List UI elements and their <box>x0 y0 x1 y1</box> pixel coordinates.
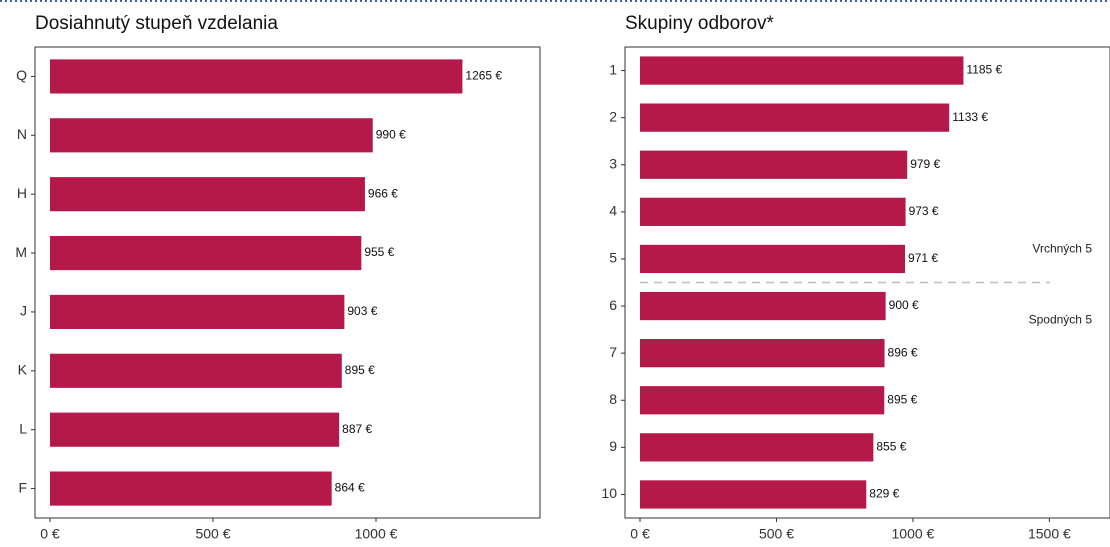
y-tick-label: 10 <box>601 485 617 501</box>
bar <box>49 471 332 506</box>
chart-title: Dosiahnutý stupeň vzdelania <box>35 13 278 34</box>
y-tick-label: 9 <box>609 438 617 454</box>
y-tick-label: H <box>17 185 27 201</box>
bar <box>640 386 885 415</box>
y-tick-label: K <box>18 362 28 378</box>
bar <box>49 59 463 94</box>
x-tick-label: 1500 € <box>1028 526 1071 542</box>
value-label: 973 € <box>909 204 939 218</box>
chart-title: Skupiny odborov* <box>625 13 775 34</box>
bar <box>49 118 373 153</box>
y-tick-label: 8 <box>609 391 617 407</box>
value-label: 990 € <box>376 127 406 141</box>
bar <box>49 235 362 271</box>
annotation: Vrchných 5 <box>1032 242 1092 256</box>
bar <box>640 103 950 132</box>
y-tick-label: N <box>17 126 27 142</box>
bar <box>640 291 886 321</box>
bar <box>49 353 342 388</box>
y-tick-label: L <box>19 420 27 436</box>
y-tick-label: 2 <box>609 108 617 124</box>
value-label: 1185 € <box>966 63 1002 77</box>
panel <box>624 46 1110 519</box>
bar <box>640 150 908 179</box>
y-tick-label: 4 <box>609 203 617 219</box>
y-tick-label: M <box>15 244 27 260</box>
bar <box>640 197 906 226</box>
value-label: 955 € <box>364 245 394 259</box>
y-tick-label: 3 <box>609 155 617 171</box>
y-tick-label: Q <box>16 67 27 83</box>
value-label: 971 € <box>908 251 938 265</box>
value-label: 895 € <box>345 363 375 377</box>
x-tick-label: 1000 € <box>892 526 935 542</box>
value-label: 887 € <box>342 422 372 436</box>
value-label: 966 € <box>368 186 398 200</box>
value-label: 979 € <box>910 157 940 171</box>
value-label: 903 € <box>347 304 377 318</box>
bar <box>49 177 365 212</box>
value-label: 896 € <box>888 345 918 359</box>
x-tick-label: 0 € <box>40 526 60 542</box>
bar <box>640 56 964 85</box>
x-tick-label: 1000 € <box>355 526 398 542</box>
value-label: 829 € <box>869 487 899 501</box>
value-label: 855 € <box>876 440 906 454</box>
x-tick-label: 0 € <box>630 526 650 542</box>
annotation: Spodných 5 <box>1029 313 1093 327</box>
bar <box>640 244 906 274</box>
bar <box>640 339 885 368</box>
value-label: 900 € <box>889 298 919 312</box>
x-tick-label: 500 € <box>195 526 230 542</box>
value-label: 895 € <box>887 392 917 406</box>
value-label: 1133 € <box>952 110 988 124</box>
y-tick-label: 6 <box>609 297 617 313</box>
value-label: 864 € <box>335 481 365 495</box>
y-tick-label: J <box>20 303 27 319</box>
x-tick-label: 500 € <box>759 526 794 542</box>
panel <box>34 46 541 519</box>
y-tick-label: 7 <box>609 344 617 360</box>
bar <box>640 433 874 462</box>
y-tick-label: 1 <box>609 61 617 77</box>
bar <box>49 294 345 330</box>
bar <box>49 412 340 447</box>
bar <box>640 480 867 509</box>
y-tick-label: 5 <box>609 250 617 266</box>
y-tick-label: F <box>18 479 27 495</box>
value-label: 1265 € <box>465 69 502 83</box>
